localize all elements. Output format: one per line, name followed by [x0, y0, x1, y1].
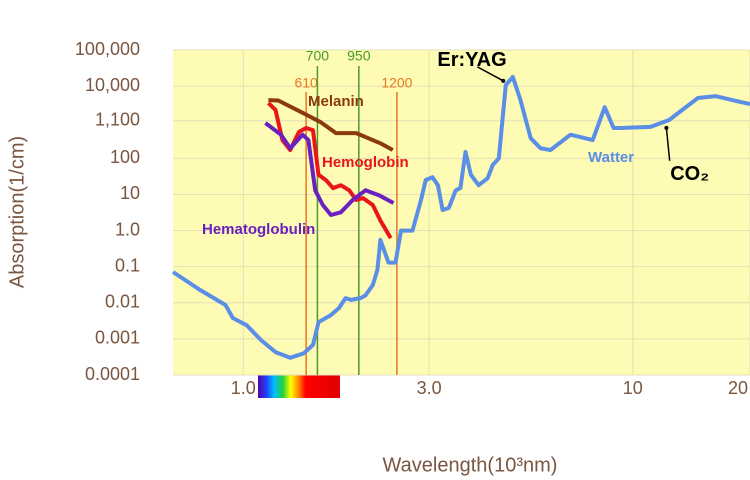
y-tick-label: 0.0001 — [85, 364, 140, 384]
x-tick-label: 1.0 — [231, 378, 256, 398]
series-label: Hemoglobin — [322, 154, 409, 171]
annotation-arrow — [477, 66, 504, 82]
marker-label: 1200 — [381, 75, 412, 91]
x-axis-label: Wavelength(10³nm) — [383, 454, 558, 476]
marker-label: 610 — [294, 75, 318, 91]
x-tick-label: 20 — [728, 378, 748, 398]
series-label: Hematoglobulin — [202, 221, 315, 238]
series-line — [268, 98, 394, 152]
arrow-head — [664, 125, 669, 130]
marker-label: 700 — [306, 48, 330, 64]
spectrum-bar — [258, 375, 340, 398]
marker-label: 950 — [347, 48, 371, 64]
x-tick-label: 10 — [623, 378, 643, 398]
y-tick-label: 10,000 — [85, 75, 140, 95]
y-tick-label: 1,100 — [95, 109, 140, 129]
y-tick-label: 0.1 — [115, 255, 140, 275]
arrow-head — [501, 78, 506, 83]
series-line — [171, 74, 750, 360]
y-tick-label: 0.01 — [105, 292, 140, 312]
y-tick-label: 100,000 — [75, 39, 140, 59]
annotation: CO₂ — [670, 163, 709, 185]
x-tick-label: 3.0 — [417, 378, 442, 398]
series-label: Watter — [588, 149, 634, 166]
y-tick-label: 0.001 — [95, 328, 140, 348]
y-tick-label: 1.0 — [115, 219, 140, 239]
series-line — [264, 121, 395, 217]
annotation: Er:YAG — [437, 49, 506, 71]
y-tick-label: 10 — [120, 183, 140, 203]
annotation-arrow — [665, 127, 671, 161]
y-tick-label: 100 — [110, 147, 140, 167]
series-label: Melanin — [308, 93, 364, 110]
plot-area — [173, 50, 750, 375]
y-axis-label: Absorption(1/cm) — [6, 136, 28, 288]
